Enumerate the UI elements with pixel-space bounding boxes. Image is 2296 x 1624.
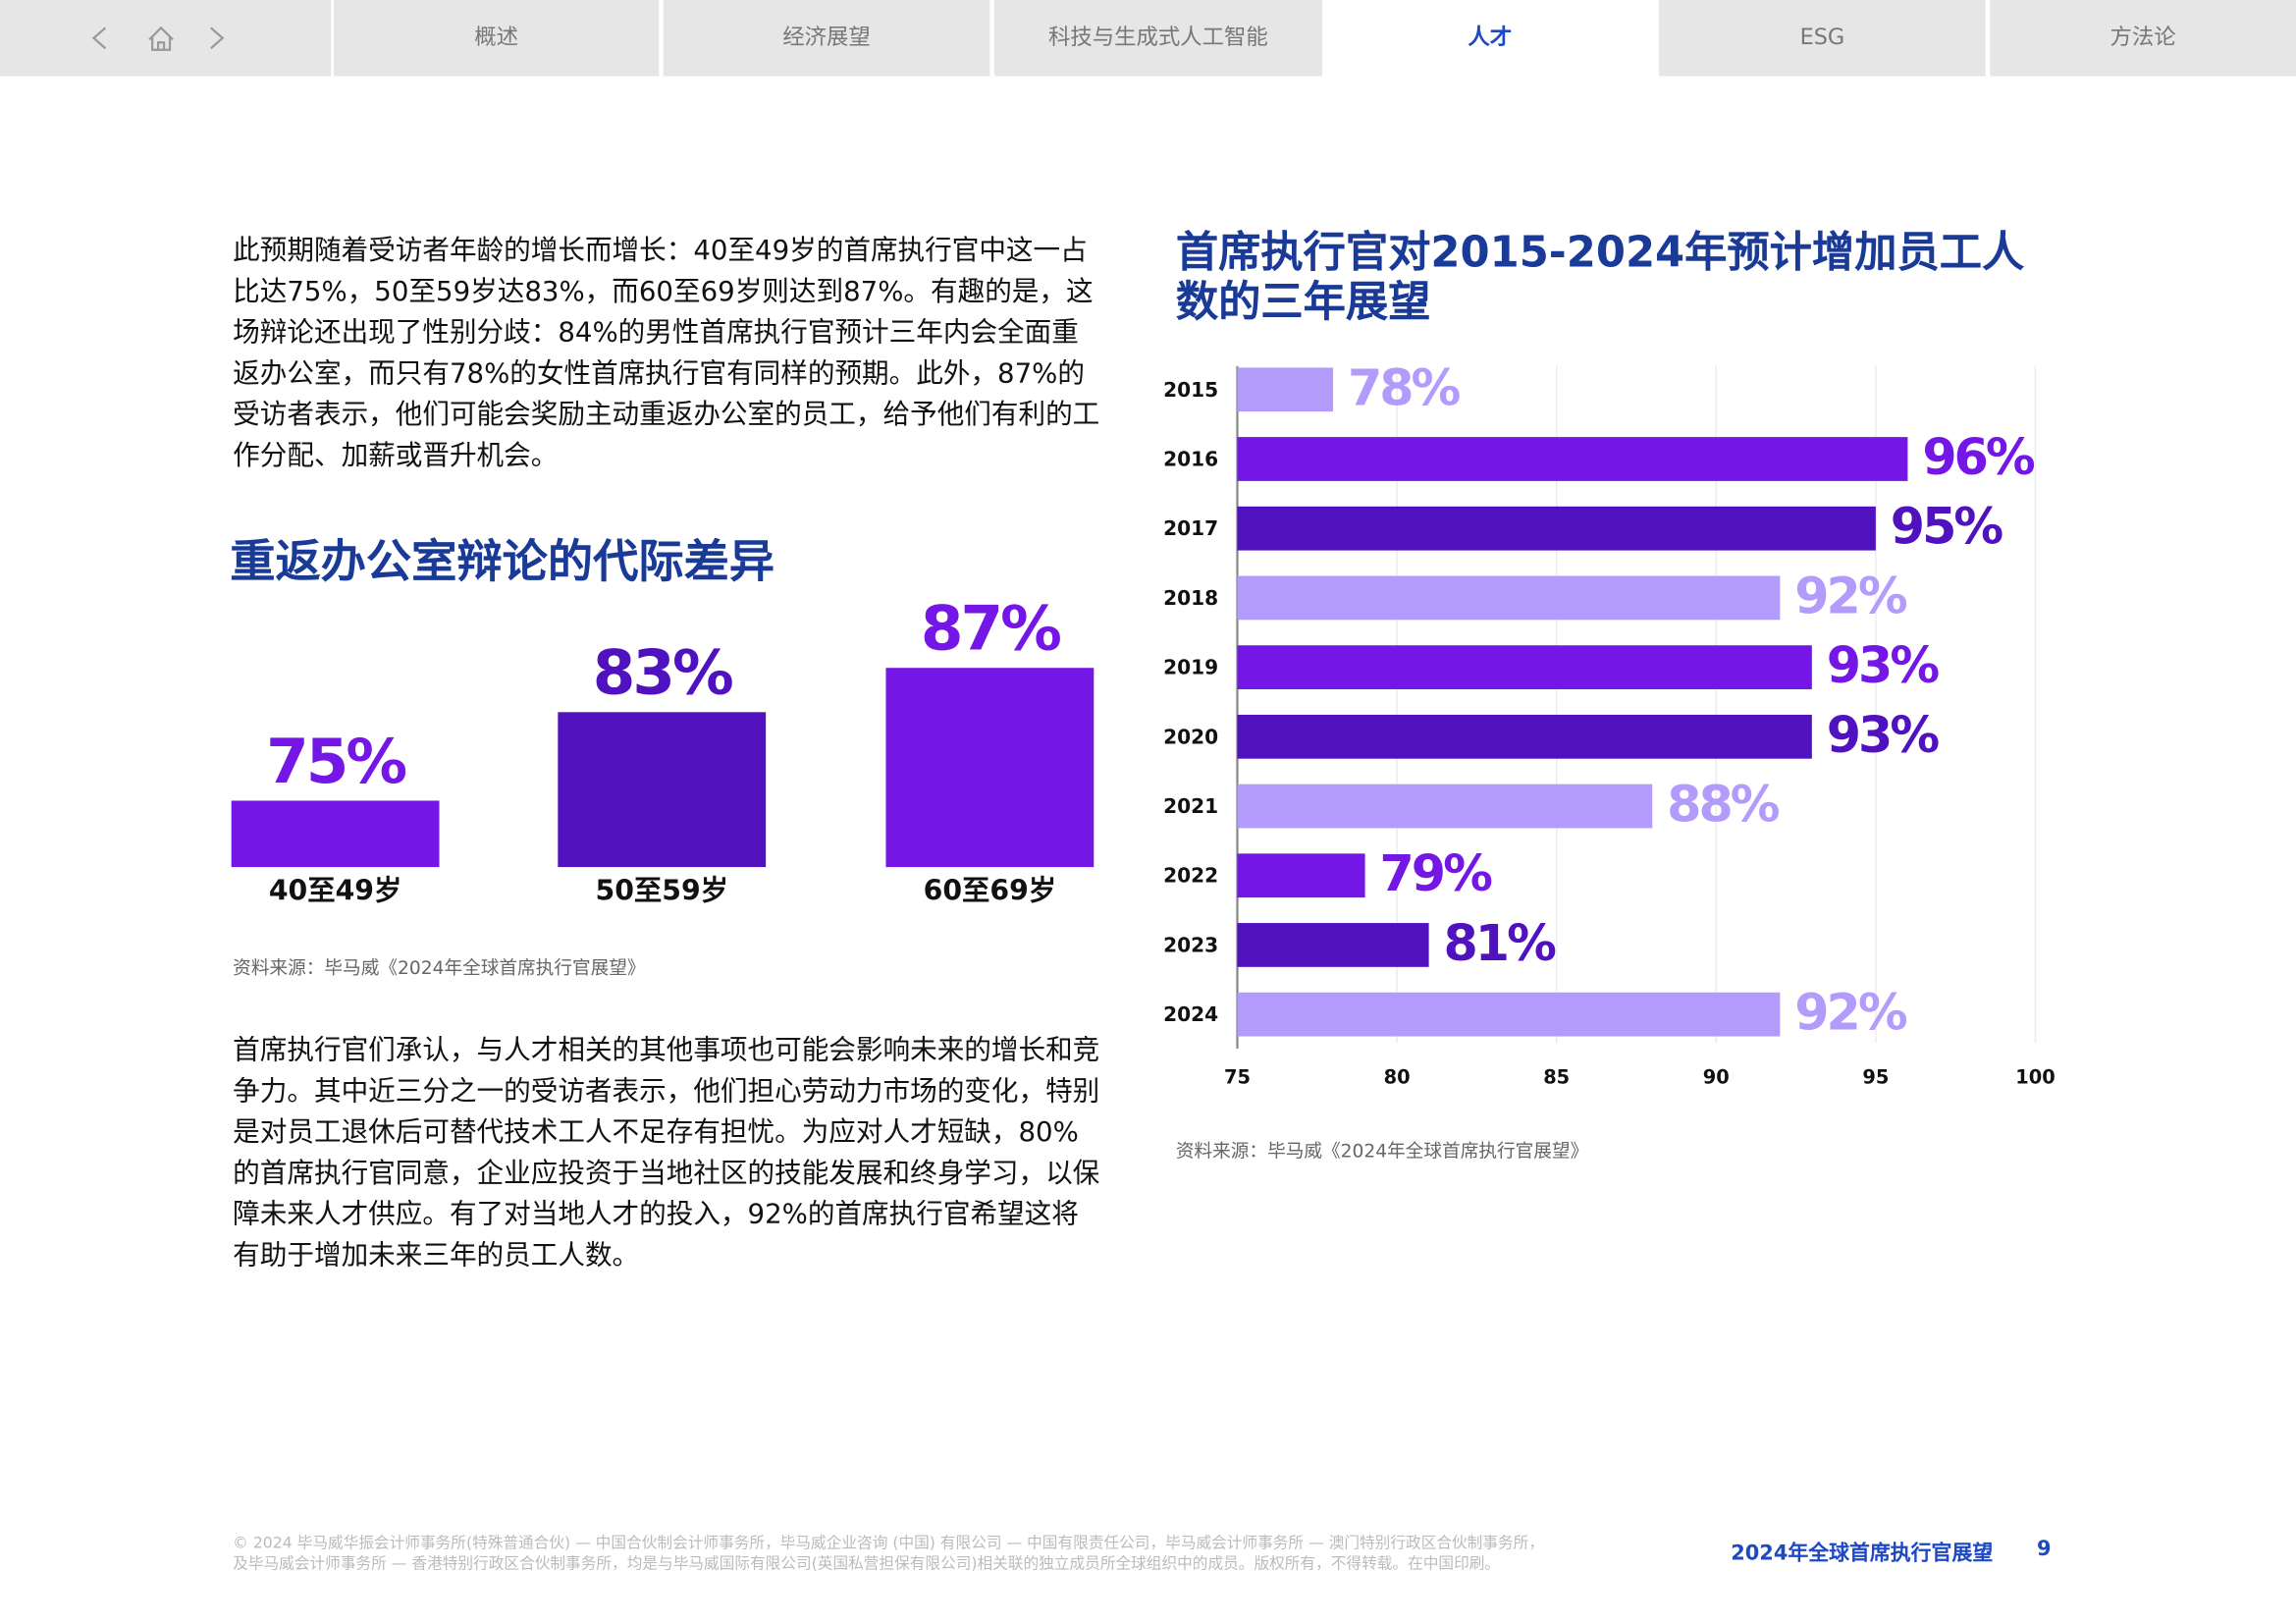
value-label: 83%	[593, 637, 732, 709]
page-number: 9	[2036, 1538, 2052, 1562]
legal-line: © 2024 毕马威华振会计师事务所(特殊普通合伙) — 中国合伙制会计师事务所…	[233, 1535, 1544, 1553]
bar	[1237, 575, 1781, 621]
y-tick-label: 2021	[1163, 794, 1218, 818]
category-label: 40至49岁	[269, 874, 402, 906]
value-label: 79%	[1379, 844, 1492, 902]
nav-tab[interactable]: 科技与生成式人工智能	[993, 0, 1323, 77]
value-label: 78%	[1348, 358, 1461, 416]
y-tick-label: 2016	[1163, 447, 1218, 470]
legal-line: 及毕马威会计师事务所 — 香港特别行政区合伙制事务所，均是与毕马威国际有限公司(…	[233, 1555, 1501, 1574]
nav-tab[interactable]: 人才	[1324, 0, 1655, 77]
x-tick-label: 80	[1384, 1065, 1411, 1088]
home-icon[interactable]	[148, 26, 174, 51]
y-tick-label: 2022	[1163, 864, 1218, 888]
value-label: 92%	[1794, 567, 1907, 624]
bar	[1237, 992, 1781, 1037]
nav-tab[interactable]: 方法论	[1990, 0, 2296, 77]
nav-bar: 概述 经济展望 科技与生成式人工智能 人才 ESG 方法论	[0, 0, 2296, 77]
bar	[1237, 367, 1334, 412]
value-label: 81%	[1444, 914, 1557, 972]
x-tick-label: 90	[1703, 1065, 1730, 1088]
forward-icon[interactable]	[210, 27, 225, 50]
nav-tab[interactable]: 经济展望	[663, 0, 990, 77]
bar	[1237, 645, 1812, 689]
value-label: 92%	[1794, 984, 1907, 1042]
bar	[1237, 923, 1429, 967]
nav-tab[interactable]: ESG	[1659, 0, 1986, 77]
back-icon[interactable]	[91, 27, 107, 50]
bar	[1237, 437, 1908, 481]
source-note: 资料来源：毕马威《2024年全球首席执行官展望》	[1175, 1139, 1589, 1162]
x-tick-label: 75	[1224, 1065, 1251, 1088]
x-tick-label: 95	[1862, 1065, 1889, 1088]
x-tick-label: 100	[2015, 1065, 2055, 1088]
value-label: 87%	[921, 593, 1060, 665]
bar	[558, 712, 767, 868]
legal-text: © 2024 毕马威华振会计师事务所(特殊普通合伙) — 中国合伙制会计师事务所…	[233, 1534, 1544, 1575]
bar	[1237, 506, 1876, 551]
y-tick-label: 2024	[1163, 1002, 1218, 1026]
category-label: 60至69岁	[924, 874, 1057, 906]
y-tick-label: 2019	[1163, 656, 1218, 679]
paragraph: 首席执行官们承认，与人才相关的其他事项也可能会影响未来的增长和竞争力。其中近三分…	[233, 1035, 1100, 1272]
y-tick-label: 2017	[1163, 516, 1218, 540]
nav-tab[interactable]: 概述	[334, 0, 660, 77]
bar	[1237, 784, 1653, 829]
bar	[885, 668, 1095, 868]
bar	[1237, 714, 1812, 759]
bar	[1237, 853, 1365, 898]
value-label: 93%	[1827, 706, 1940, 764]
chart-title: 重返办公室辩论的代际差异	[230, 535, 775, 589]
footer-title: 2024年全球首席执行官展望	[1731, 1542, 1994, 1566]
nav-icon-set	[91, 26, 225, 51]
paragraph: 此预期随着受访者年龄的增长而增长：40至49岁的首席执行官中这一占比达75%，5…	[233, 236, 1100, 472]
y-tick-label: 2018	[1163, 586, 1218, 610]
y-tick-label: 2015	[1163, 378, 1218, 402]
value-label: 93%	[1827, 636, 1940, 694]
chart-title: 首席执行官对2015-2024年预计增加员工人数的三年展望	[1175, 227, 2025, 327]
value-label: 88%	[1667, 776, 1780, 834]
y-tick-label: 2023	[1163, 933, 1218, 956]
category-label: 50至59岁	[596, 874, 729, 906]
y-tick-label: 2020	[1163, 725, 1218, 748]
value-label: 75%	[266, 726, 405, 797]
bar	[231, 800, 440, 868]
value-label: 96%	[1922, 428, 2035, 486]
value-label: 95%	[1891, 498, 2003, 556]
nav-icons	[0, 0, 332, 77]
x-tick-label: 85	[1543, 1065, 1570, 1088]
source-note: 资料来源：毕马威《2024年全球首席执行官展望》	[233, 956, 646, 979]
